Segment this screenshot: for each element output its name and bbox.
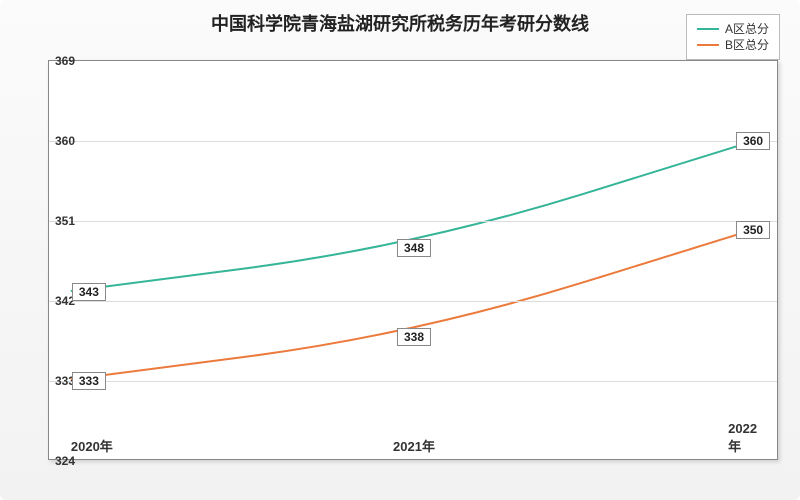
- legend-item-a: A区总分: [697, 21, 769, 37]
- gridline: [49, 141, 777, 142]
- y-tick-label: 351: [55, 214, 75, 228]
- legend-swatch-b: [697, 44, 719, 46]
- chart-container: 中国科学院青海盐湖研究所税务历年考研分数线 A区总分 B区总分 324 333 34…: [0, 0, 800, 500]
- point-label: 333: [72, 372, 106, 390]
- legend-item-b: B区总分: [697, 37, 769, 53]
- y-tick-label: 360: [55, 134, 75, 148]
- series-a-path: [71, 141, 755, 291]
- gridline: [49, 301, 777, 302]
- legend-swatch-a: [697, 28, 719, 30]
- line-layer: [49, 61, 777, 459]
- gridline: [49, 381, 777, 382]
- point-label: 350: [736, 221, 770, 239]
- point-label: 343: [72, 283, 106, 301]
- gridline: [49, 221, 777, 222]
- x-tick-label: 2022年: [728, 421, 757, 455]
- legend-label-b: B区总分: [725, 37, 769, 53]
- y-tick-label: 369: [55, 54, 75, 68]
- y-tick-label: 324: [55, 454, 75, 468]
- point-label: 360: [736, 132, 770, 150]
- legend-label-a: A区总分: [725, 21, 769, 37]
- x-tick-label: 2021年: [393, 436, 435, 455]
- point-label: 348: [397, 239, 431, 257]
- point-label: 338: [397, 328, 431, 346]
- x-tick-label: 2020年: [71, 436, 113, 455]
- chart-title: 中国科学院青海盐湖研究所税务历年考研分数线: [211, 10, 589, 36]
- plot-area: 3243333423513603692020年2021年2022年3433483…: [48, 60, 778, 460]
- legend: A区总分 B区总分: [686, 14, 780, 60]
